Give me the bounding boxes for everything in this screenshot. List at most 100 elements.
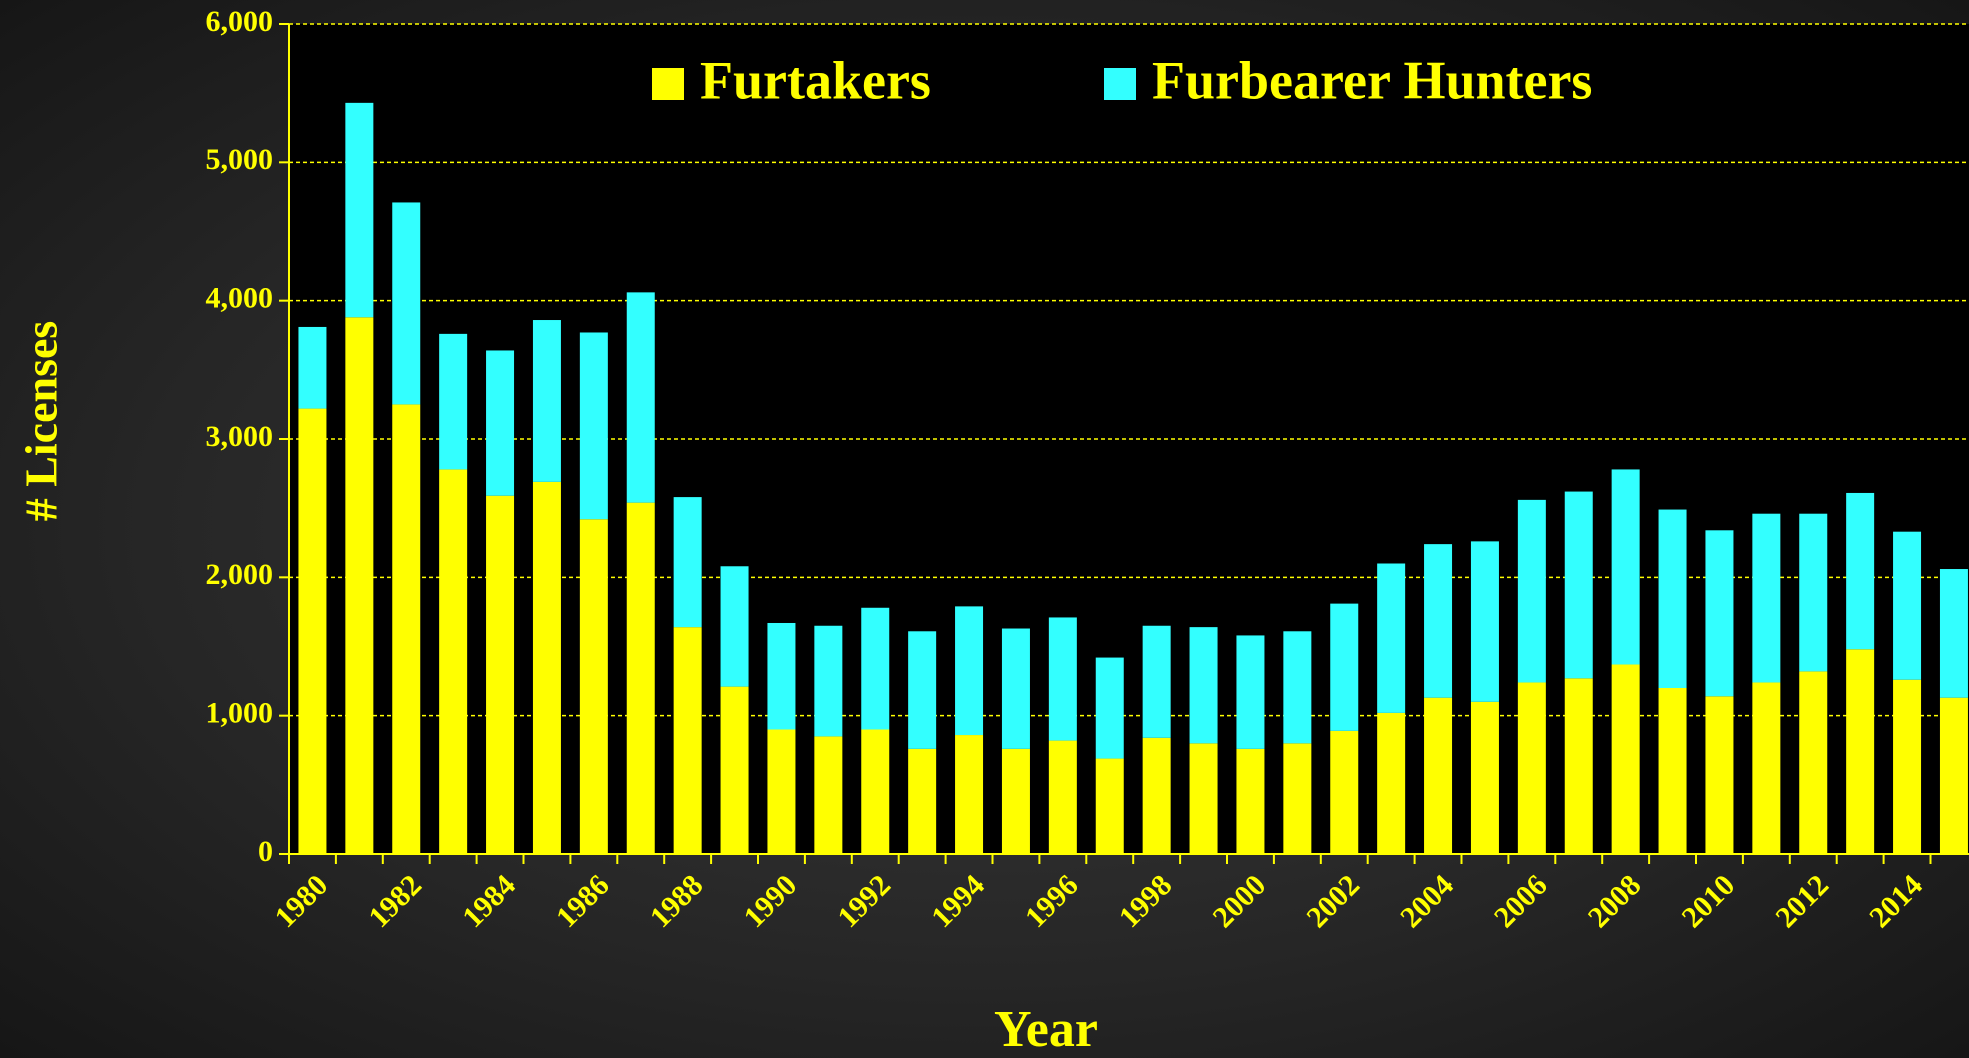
bar-segment (861, 607, 890, 730)
y-tick-label: 1,000 (206, 697, 274, 730)
bar-segment (392, 202, 421, 405)
bar-segment (345, 317, 374, 854)
bar-segment (1377, 712, 1406, 854)
x-tick-label: 1990 (738, 868, 804, 934)
bar-segment (1095, 657, 1124, 759)
bar-segment (345, 102, 374, 318)
x-tick-label: 2008 (1582, 868, 1648, 934)
x-tick-label: 1988 (644, 868, 710, 934)
bar-segment (1470, 541, 1499, 702)
bar-segment (1939, 697, 1968, 854)
bar-segment (1752, 682, 1781, 854)
bar-segment (439, 333, 468, 470)
bar-segment (814, 736, 843, 854)
bar-segment (767, 729, 796, 854)
x-tick-label: 1984 (456, 868, 522, 934)
bar-segment (673, 627, 702, 854)
bar-segment (814, 625, 843, 737)
bar-segment (673, 497, 702, 628)
bar-segment (1799, 671, 1828, 854)
bar-segment (532, 320, 561, 482)
bar-segment (1048, 617, 1077, 741)
bar-segment (955, 606, 984, 736)
legend-swatch (652, 68, 684, 100)
bar-segment (1377, 563, 1406, 713)
bar-segment (1330, 730, 1359, 854)
x-tick-label: 1996 (1019, 868, 1085, 934)
bar-segment (1752, 513, 1781, 683)
x-tick-label: 2006 (1488, 868, 1554, 934)
bar-segment (626, 292, 655, 503)
bar-segment (1470, 701, 1499, 854)
bar-segment (1658, 688, 1687, 854)
x-tick-label: 1998 (1113, 868, 1179, 934)
x-tick-label: 1980 (269, 868, 335, 934)
x-tick-label: 2004 (1394, 868, 1460, 934)
bar-segment (1658, 509, 1687, 688)
x-tick-label: 1986 (550, 868, 616, 934)
bar-segment (908, 748, 937, 854)
bar-segment (1611, 469, 1640, 665)
bar-segment (1001, 628, 1030, 749)
y-tick-label: 5,000 (206, 143, 274, 176)
bar-segment (861, 729, 890, 854)
y-tick-label: 2,000 (206, 558, 274, 591)
bar-segment (579, 332, 608, 520)
x-tick-label: 2002 (1300, 868, 1366, 934)
legend-label: Furtakers (700, 50, 931, 110)
bar-segment (1189, 627, 1218, 744)
bar-segment (486, 350, 515, 496)
bar-segment (1189, 743, 1218, 854)
bar-segment (1611, 664, 1640, 854)
x-tick-label: 2012 (1769, 868, 1835, 934)
bar-segment (908, 631, 937, 749)
bar-segment (1564, 678, 1593, 854)
bar-segment (1236, 748, 1265, 854)
bar-segment (1095, 758, 1124, 854)
bar-segment (532, 481, 561, 854)
bar-segment (1001, 748, 1030, 854)
bar-segment (1517, 682, 1546, 854)
y-tick-label: 4,000 (206, 282, 274, 315)
bar-segment (1236, 635, 1265, 749)
x-tick-label: 2010 (1676, 868, 1742, 934)
bar-segment (1048, 740, 1077, 854)
bar-segment (767, 622, 796, 730)
x-tick-label: 2000 (1207, 868, 1273, 934)
bar-segment (579, 519, 608, 854)
bar-segment (1283, 631, 1312, 744)
bar-segment (1846, 649, 1875, 854)
x-tick-label: 1994 (925, 868, 991, 934)
bar-segment (1705, 530, 1734, 697)
bar-segment (1424, 544, 1453, 698)
y-tick-label: 0 (258, 835, 273, 868)
y-tick-label: 3,000 (206, 420, 274, 453)
bar-segment (1142, 625, 1171, 738)
x-tick-label: 2014 (1863, 868, 1929, 934)
x-tick-label: 1992 (831, 868, 897, 934)
bar-segment (720, 686, 749, 854)
bar-segment (1330, 603, 1359, 731)
bar-segment (392, 404, 421, 854)
bar-segment (1939, 569, 1968, 698)
bar-segment (439, 469, 468, 854)
bar-segment (1517, 499, 1546, 683)
bar-segment (1893, 679, 1922, 854)
legend-label: Furbearer Hunters (1152, 50, 1592, 110)
bar-segment (1283, 743, 1312, 854)
bar-segment (1564, 491, 1593, 679)
bar-segment (720, 566, 749, 687)
bar-segment (1142, 737, 1171, 854)
y-axis-title: # Licenses (16, 321, 67, 522)
bar-segment (1846, 492, 1875, 650)
legend-swatch (1104, 68, 1136, 100)
bar-segment (298, 408, 327, 854)
x-tick-label: 1982 (362, 868, 428, 934)
x-axis-title: Year (994, 1001, 1098, 1058)
bar-segment (1424, 697, 1453, 854)
bar-segment (298, 326, 327, 409)
bar-segment (1893, 531, 1922, 680)
bar-segment (955, 735, 984, 854)
y-tick-label: 6,000 (206, 5, 274, 38)
